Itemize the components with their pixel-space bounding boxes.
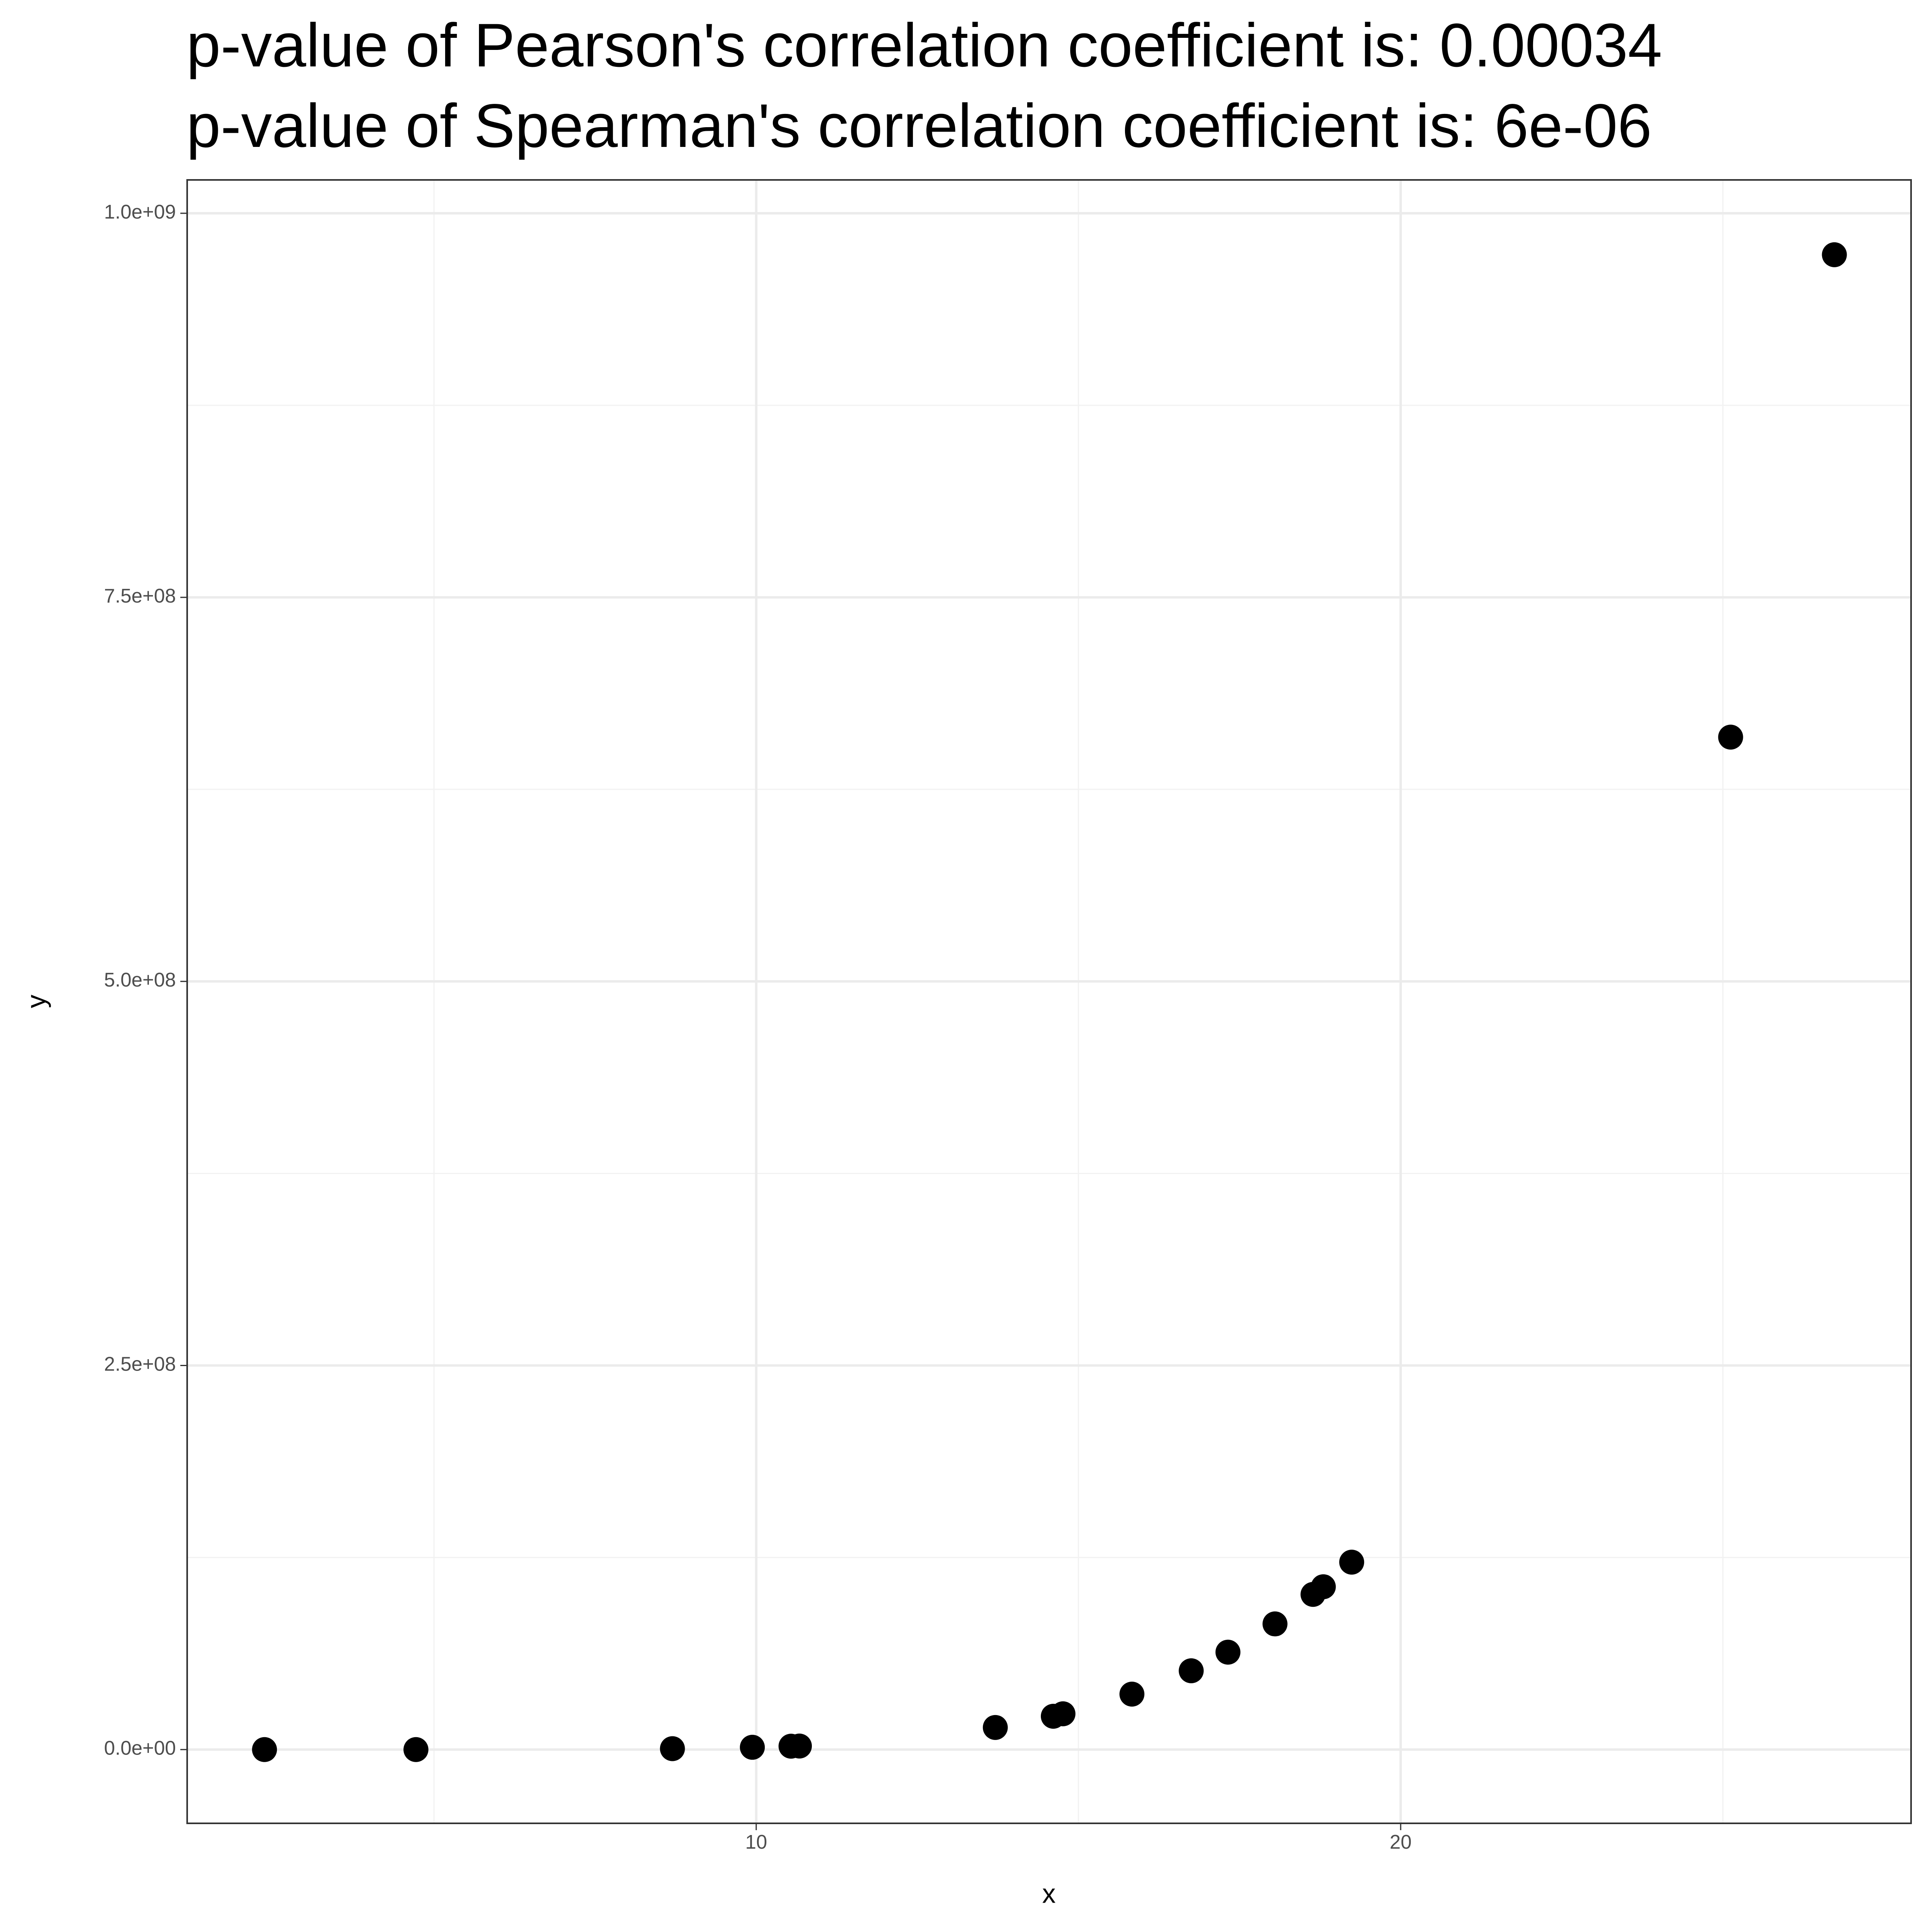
- point: [1339, 1550, 1364, 1575]
- x-tick-label: 10: [745, 1831, 768, 1853]
- point: [787, 1734, 812, 1759]
- y-axis-title: y: [21, 995, 52, 1008]
- point: [252, 1737, 277, 1762]
- plot-border: [186, 179, 1912, 1824]
- chart-title: p-value of Spearman's correlation coeffi…: [186, 91, 1652, 160]
- chart-title: p-value of Pearson's correlation coeffic…: [186, 11, 1662, 80]
- y-tick-label: 0.0e+00: [104, 1738, 176, 1759]
- point: [1215, 1639, 1241, 1665]
- point: [403, 1737, 429, 1762]
- y-tick-label: 5.0e+08: [104, 969, 176, 991]
- y-tick-label: 7.5e+08: [104, 585, 176, 607]
- point: [1311, 1574, 1336, 1600]
- x-axis-title: x: [1042, 1879, 1056, 1909]
- y-tick-label: 2.5e+08: [104, 1353, 176, 1375]
- y-tick-label: 1.0e+09: [104, 201, 176, 223]
- point: [1822, 242, 1847, 267]
- x-tick-label: 20: [1390, 1831, 1412, 1853]
- point: [1179, 1658, 1204, 1683]
- point: [983, 1715, 1008, 1740]
- point: [1119, 1681, 1145, 1707]
- point: [660, 1736, 685, 1761]
- point: [1718, 724, 1743, 750]
- point: [1262, 1611, 1288, 1637]
- point: [740, 1735, 765, 1760]
- point: [1050, 1701, 1075, 1726]
